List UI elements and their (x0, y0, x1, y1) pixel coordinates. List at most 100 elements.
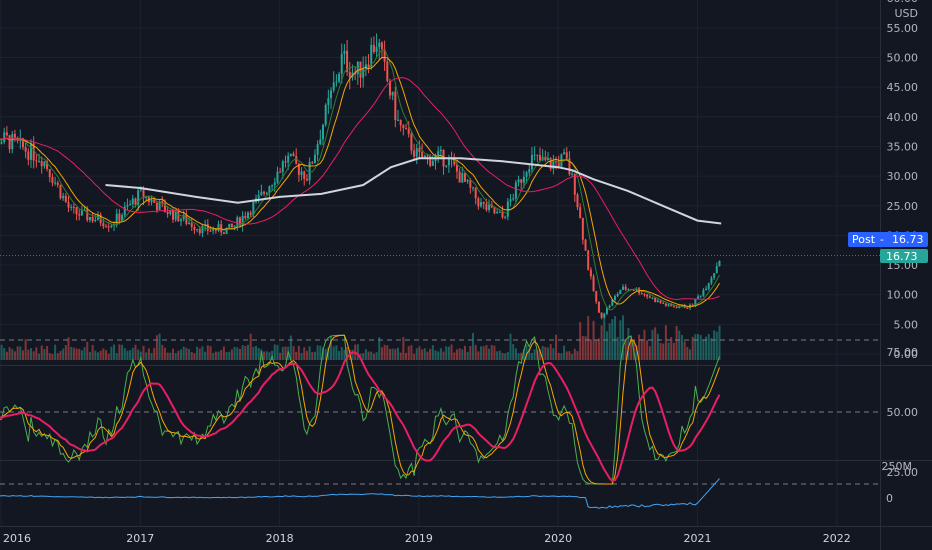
candle (662, 301, 665, 305)
volume-bar (378, 337, 381, 360)
candle (405, 123, 408, 130)
candle (105, 223, 108, 228)
candle (78, 209, 81, 221)
candle (579, 203, 582, 219)
candle (547, 151, 550, 161)
volume-bar (163, 347, 166, 360)
volume-bar (472, 333, 475, 360)
volume-bar (544, 346, 547, 360)
volume-bar (595, 339, 598, 360)
volume-bar (659, 343, 662, 360)
ma-fast-line (0, 57, 720, 307)
candle (64, 193, 67, 203)
volume-bar (113, 344, 116, 360)
candle (482, 201, 485, 210)
candle (418, 140, 421, 160)
volume-bar (62, 348, 65, 360)
candle (713, 273, 716, 280)
candle (126, 198, 129, 211)
volume-bar (214, 351, 217, 360)
volume-bar (461, 349, 464, 360)
candle (407, 121, 410, 138)
candle (672, 305, 675, 308)
volume-bar (67, 337, 70, 360)
time-axis[interactable]: 2016 2017 2018 2019 2020 2021 2022 (3, 532, 851, 545)
volume-bar (496, 351, 499, 360)
volume-bar (346, 346, 349, 360)
volume-bar (490, 345, 493, 360)
volume-bar (480, 346, 483, 360)
volume-bar (212, 353, 215, 360)
volume-bar (370, 351, 373, 360)
time-tick-label: 2022 (823, 532, 851, 545)
candle (707, 282, 710, 291)
volume-bar (493, 345, 496, 360)
price-tick-label: 5.00 (894, 318, 919, 331)
candle (413, 143, 416, 160)
candle (718, 260, 721, 267)
candle (54, 176, 57, 186)
volume-bar (410, 345, 413, 360)
candle (300, 167, 303, 181)
candle (110, 223, 113, 229)
candle (613, 294, 616, 302)
volume-bar (13, 351, 16, 360)
volume-bar (295, 351, 298, 360)
volume-bar (662, 343, 665, 360)
volume-bar (121, 344, 124, 360)
candle (533, 146, 536, 161)
volume-bar (289, 335, 292, 360)
candle (552, 154, 555, 175)
volume-bar (713, 330, 716, 360)
volume-bar (222, 346, 225, 360)
volume-bar (616, 337, 619, 360)
volume-bar (139, 351, 142, 360)
volume-bar (680, 335, 683, 360)
volume-bar (32, 351, 35, 360)
volume-bar (86, 341, 89, 360)
candle (488, 199, 491, 213)
candle (217, 220, 220, 233)
candle (129, 200, 132, 206)
candle (67, 196, 70, 213)
candle (206, 219, 209, 235)
candle (565, 147, 568, 160)
volume-bar (48, 353, 51, 360)
volume-bar (429, 348, 432, 360)
candle (458, 168, 461, 183)
volume-bar (316, 345, 319, 360)
volume-bar (236, 347, 239, 360)
candle (597, 301, 600, 313)
candle (399, 119, 402, 132)
volume-bar (255, 345, 258, 360)
volume-bar (675, 325, 678, 360)
candle (603, 312, 606, 319)
volume-bar (27, 349, 30, 360)
candle (563, 148, 566, 155)
candle (228, 223, 231, 228)
volume-bar (372, 353, 375, 360)
volume-bar (246, 344, 249, 360)
volume-bar (664, 325, 667, 360)
price-axis[interactable]: 60.00 55.00 50.00 45.00 40.00 35.00 30.00 25.00… (882, 0, 919, 505)
volume-bar (265, 351, 268, 360)
time-tick-label: 2021 (684, 532, 712, 545)
candle (121, 213, 124, 222)
price-tick-label: 55.00 (887, 22, 919, 35)
volume-bar (557, 352, 560, 360)
last-price-badge: 16.73 (880, 249, 928, 263)
volume-bar (402, 337, 405, 360)
candle (512, 193, 515, 201)
candle (421, 143, 424, 159)
volume-bar (413, 353, 416, 360)
volume-bar (238, 348, 241, 360)
candle (171, 208, 174, 223)
volume-bar (115, 353, 118, 360)
candle (308, 157, 311, 185)
volume-bar (292, 346, 295, 360)
price-tick-label: 50.00 (887, 52, 919, 65)
volume-bar (94, 350, 97, 360)
candle (273, 177, 276, 192)
